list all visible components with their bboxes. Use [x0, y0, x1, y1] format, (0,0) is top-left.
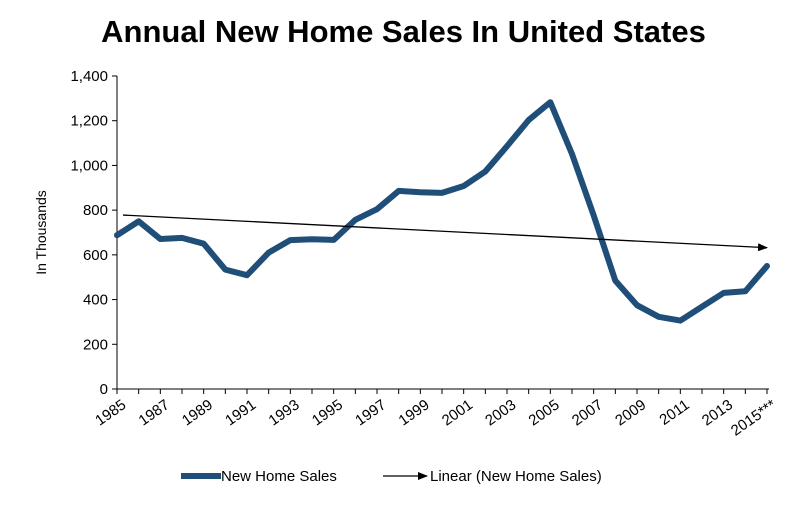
x-tick-label: 2015***	[728, 396, 780, 439]
y-tick-label: 200	[83, 336, 108, 353]
legend-label-trendline: Linear (New Home Sales)	[430, 468, 602, 485]
x-tick-label: 2003	[482, 396, 519, 429]
x-tick-label: 1989	[179, 396, 216, 429]
y-tick-label: 1,000	[70, 157, 108, 174]
x-tick-label: 2001	[439, 396, 476, 429]
x-tick-label: 1999	[396, 396, 433, 429]
y-axis-label: In Thousands	[33, 190, 49, 275]
y-tick-label: 1,200	[70, 113, 108, 130]
x-tick-label: 1997	[352, 396, 389, 429]
x-tick-label: 1991	[222, 396, 259, 429]
y-tick-label: 800	[83, 202, 108, 219]
chart-title: Annual New Home Sales In United States	[101, 14, 706, 49]
y-tick-label: 600	[83, 247, 108, 264]
x-tick-label: 1995	[309, 396, 346, 429]
x-tick-label: 2009	[612, 396, 649, 429]
y-tick-label: 0	[100, 381, 108, 398]
trendline-arrow	[122, 214, 768, 252]
x-tick-label: 1993	[266, 396, 303, 429]
legend-label-new-home-sales: New Home Sales	[221, 468, 337, 485]
x-tick-label: 1987	[136, 396, 173, 429]
x-tick-label: 2005	[526, 396, 563, 429]
y-tick-label: 400	[83, 292, 108, 309]
x-tick-label: 1985	[92, 396, 129, 429]
x-tick-label: 2011	[656, 396, 692, 428]
y-tick-label: 1,400	[70, 68, 108, 85]
series-line-new-home-sales	[114, 99, 770, 324]
x-tick-label: 2007	[569, 396, 606, 429]
